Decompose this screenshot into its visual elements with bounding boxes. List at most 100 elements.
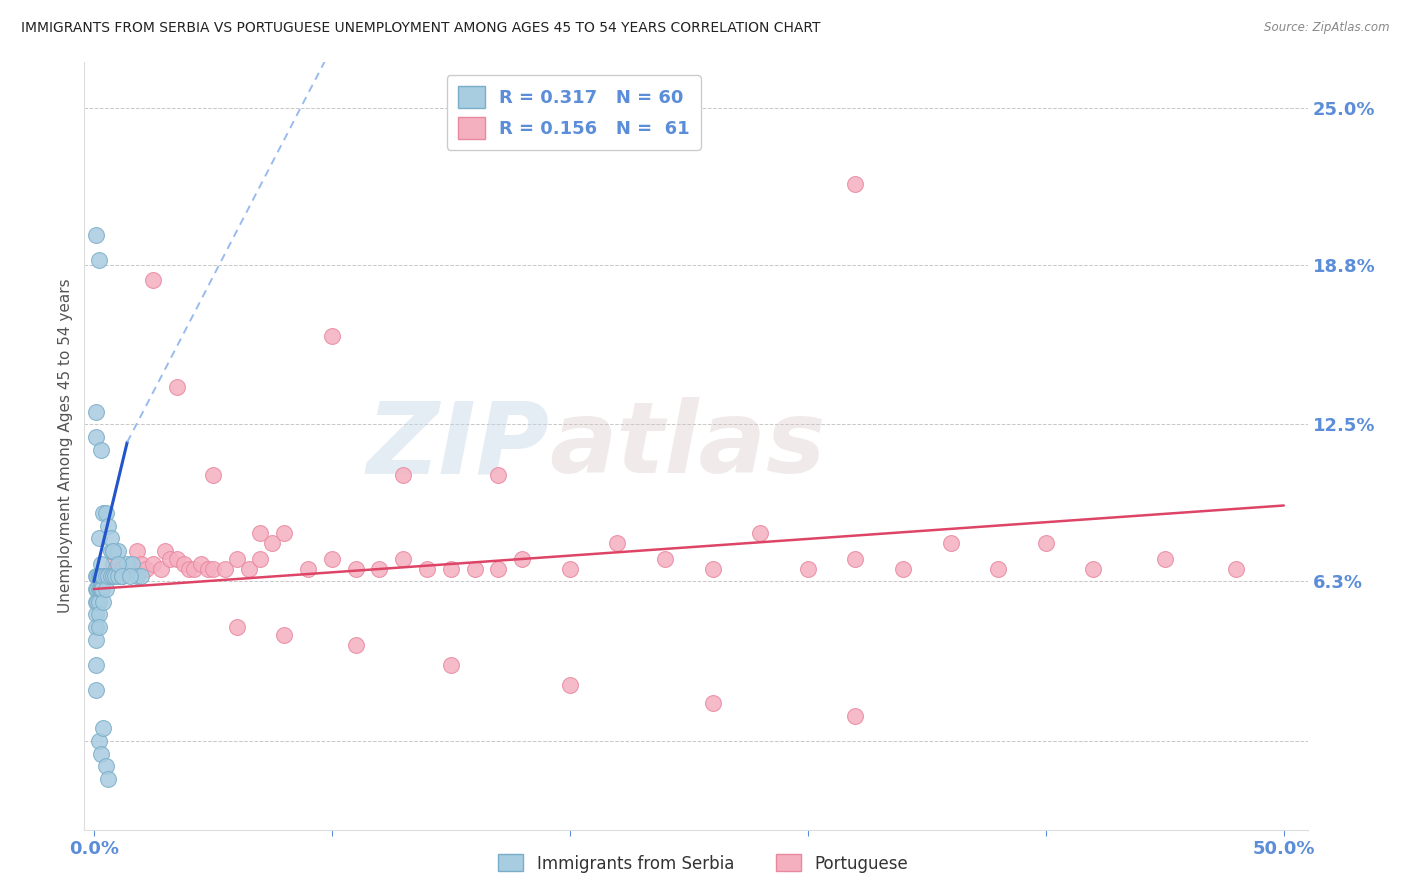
Point [86, 595, 108, 609]
Point [91, 569, 114, 583]
Point [101, 544, 124, 558]
Point [107, 544, 129, 558]
Point [844, 177, 866, 191]
Point [131, 569, 153, 583]
Point [273, 526, 295, 541]
Point [84, 405, 107, 419]
Point [111, 569, 134, 583]
Point [107, 557, 129, 571]
Point [1083, 562, 1105, 576]
Point [173, 557, 195, 571]
Legend: Immigrants from Serbia, Portuguese: Immigrants from Serbia, Portuguese [492, 847, 914, 880]
Point [606, 536, 628, 550]
Point [510, 551, 533, 566]
Point [488, 468, 510, 483]
Text: ZIP: ZIP [366, 398, 550, 494]
Point [177, 562, 200, 576]
Point [97, 772, 120, 786]
Point [344, 638, 367, 652]
Point [87, 532, 110, 546]
Point [87, 582, 110, 596]
Text: Source: ZipAtlas.com: Source: ZipAtlas.com [1264, 21, 1389, 34]
Point [101, 544, 124, 558]
Point [100, 532, 122, 546]
Point [392, 468, 415, 483]
Point [238, 562, 260, 576]
Text: IMMIGRANTS FROM SERBIA VS PORTUGUESE UNEMPLOYMENT AMONG AGES 45 TO 54 YEARS CORR: IMMIGRANTS FROM SERBIA VS PORTUGUESE UNE… [21, 21, 821, 35]
Point [97, 569, 120, 583]
Point [416, 562, 439, 576]
Point [249, 526, 271, 541]
Point [100, 569, 122, 583]
Point [121, 557, 143, 571]
Point [118, 569, 141, 583]
Point [84, 607, 107, 622]
Point [464, 562, 486, 576]
Point [321, 551, 343, 566]
Point [131, 557, 153, 571]
Point [84, 632, 107, 647]
Point [97, 518, 120, 533]
Point [440, 658, 463, 673]
Point [84, 569, 107, 583]
Point [115, 557, 138, 571]
Point [702, 562, 724, 576]
Point [1035, 536, 1057, 550]
Point [94, 506, 117, 520]
Point [84, 595, 107, 609]
Point [84, 620, 107, 634]
Point [84, 430, 107, 444]
Point [86, 582, 108, 596]
Point [104, 569, 127, 583]
Point [84, 658, 107, 673]
Point [111, 569, 134, 583]
Point [142, 557, 165, 571]
Point [987, 562, 1010, 576]
Point [654, 551, 676, 566]
Point [558, 562, 581, 576]
Point [368, 562, 391, 576]
Point [142, 273, 165, 287]
Point [84, 227, 107, 242]
Point [91, 582, 114, 596]
Point [135, 562, 157, 576]
Point [797, 562, 820, 576]
Point [89, 582, 111, 596]
Point [159, 551, 181, 566]
Point [183, 562, 205, 576]
Point [111, 562, 134, 576]
Text: atlas: atlas [550, 398, 825, 494]
Point [100, 544, 122, 558]
Point [197, 562, 219, 576]
Point [87, 734, 110, 748]
Point [201, 562, 224, 576]
Point [344, 562, 367, 576]
Point [125, 544, 148, 558]
Point [166, 379, 188, 393]
Point [93, 506, 115, 520]
Point [87, 620, 110, 634]
Point [249, 551, 271, 566]
Point [107, 562, 129, 576]
Point [90, 582, 112, 596]
Point [90, 442, 112, 457]
Point [101, 569, 124, 583]
Point [90, 569, 112, 583]
Point [90, 557, 112, 571]
Point [149, 562, 172, 576]
Point [94, 759, 117, 773]
Point [262, 536, 284, 550]
Point [214, 562, 236, 576]
Point [87, 569, 110, 583]
Point [84, 582, 107, 596]
Point [1153, 551, 1175, 566]
Point [107, 569, 129, 583]
Point [118, 562, 141, 576]
Point [558, 678, 581, 692]
Point [273, 627, 295, 641]
Point [87, 595, 110, 609]
Point [844, 708, 866, 723]
Point [749, 526, 772, 541]
Point [155, 544, 177, 558]
Point [94, 569, 117, 583]
